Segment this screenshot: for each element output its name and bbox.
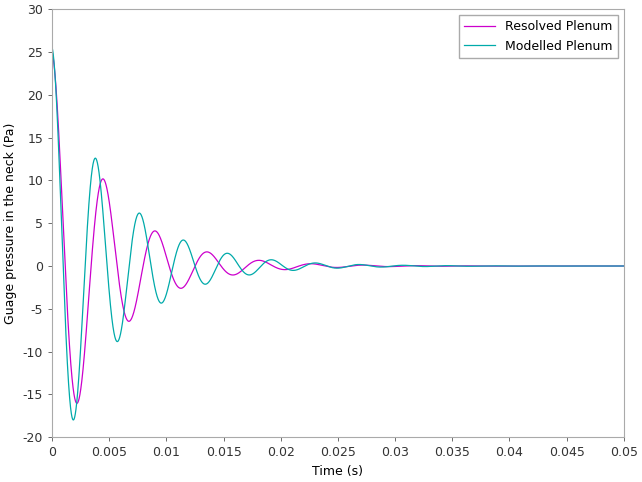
Modelled Plenum bbox=[620, 263, 628, 269]
Resolved Plenum bbox=[73, 401, 81, 406]
Modelled Plenum bbox=[51, 67, 58, 73]
Line: Resolved Plenum: Resolved Plenum bbox=[52, 52, 624, 403]
X-axis label: Time (s): Time (s) bbox=[313, 465, 363, 478]
Modelled Plenum bbox=[69, 417, 77, 423]
Modelled Plenum bbox=[590, 263, 598, 269]
Resolved Plenum bbox=[160, 247, 168, 253]
Modelled Plenum bbox=[160, 297, 168, 303]
Modelled Plenum bbox=[48, 45, 56, 51]
Y-axis label: Guage pressure in the neck (Pa): Guage pressure in the neck (Pa) bbox=[4, 122, 17, 324]
Line: Modelled Plenum: Modelled Plenum bbox=[52, 48, 624, 420]
Resolved Plenum bbox=[328, 264, 336, 270]
Modelled Plenum bbox=[328, 265, 336, 270]
Legend: Resolved Plenum, Modelled Plenum: Resolved Plenum, Modelled Plenum bbox=[459, 15, 618, 58]
Resolved Plenum bbox=[83, 327, 91, 333]
Resolved Plenum bbox=[72, 399, 80, 405]
Modelled Plenum bbox=[83, 241, 91, 246]
Resolved Plenum bbox=[51, 68, 58, 74]
Modelled Plenum bbox=[72, 407, 80, 413]
Resolved Plenum bbox=[590, 263, 598, 269]
Resolved Plenum bbox=[620, 263, 628, 269]
Resolved Plenum bbox=[48, 49, 56, 55]
